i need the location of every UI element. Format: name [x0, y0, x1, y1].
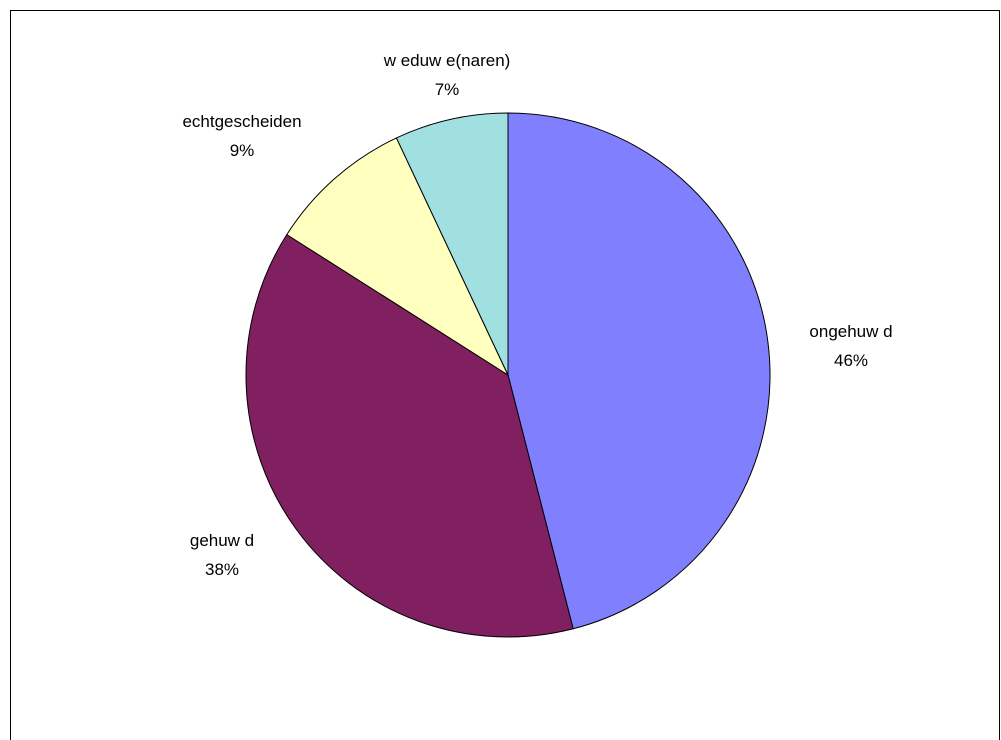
slice-label-gehuw-d: gehuw d [190, 531, 254, 550]
slice-label-echtgescheiden: echtgescheiden [182, 112, 301, 131]
pie-slice-echtgescheiden [286, 137, 510, 377]
slice-label-w-eduw-e-naren-: w eduw e(naren) [383, 51, 511, 70]
slice-percent-w-eduw-e-naren-: 7% [435, 80, 460, 99]
slice-percent-gehuw-d: 38% [205, 560, 239, 579]
chart-frame [10, 10, 1000, 740]
slice-percent-echtgescheiden: 9% [230, 141, 255, 160]
pie-slice-gehuw-d [245, 233, 574, 638]
slice-label-ongehuw-d: ongehuw d [809, 322, 892, 341]
pie-slice-w-eduw-e-naren- [395, 112, 509, 376]
slice-percent-ongehuw-d: 46% [834, 351, 868, 370]
pie-slice-ongehuw-d [507, 112, 771, 630]
